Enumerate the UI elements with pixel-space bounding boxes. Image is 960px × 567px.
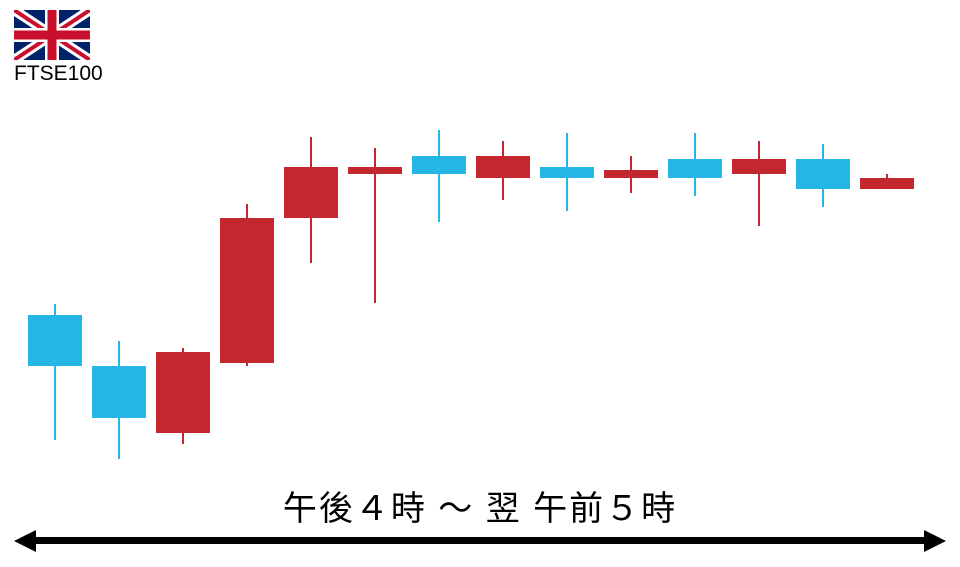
candle-wick	[438, 130, 440, 223]
candle-body	[412, 156, 466, 175]
arrow-right-icon	[924, 530, 946, 552]
candle-body	[796, 159, 850, 189]
candle-body	[28, 315, 82, 367]
candle-body	[92, 366, 146, 418]
time-range-label: 午後４時 ～ 翌 午前５時	[0, 481, 960, 530]
candle-body	[220, 218, 274, 362]
candle-body	[732, 159, 786, 174]
candle-wick	[758, 141, 760, 226]
candle-body	[156, 352, 210, 433]
candle-body	[668, 159, 722, 178]
candle-body	[860, 178, 914, 189]
candle-body	[476, 156, 530, 178]
candle-body	[540, 167, 594, 178]
candle-body	[284, 167, 338, 219]
candle-body	[604, 170, 658, 177]
axis-line	[26, 537, 934, 544]
candle-body	[348, 167, 402, 174]
